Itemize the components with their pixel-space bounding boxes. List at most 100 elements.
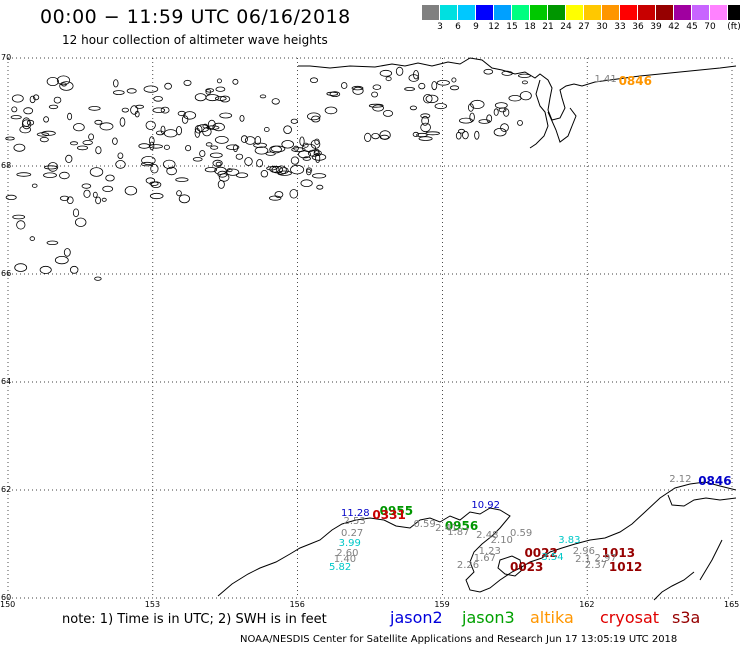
ice-floe (135, 104, 145, 109)
ice-floe (31, 183, 38, 188)
ice-floe (177, 110, 186, 117)
legend-swatch (548, 5, 566, 20)
ice-floe (449, 85, 460, 91)
ice-floe (458, 117, 473, 124)
ice-floe (95, 196, 101, 205)
satellite-name-altika: altika (530, 608, 574, 627)
ice-floe (474, 130, 480, 140)
ice-floe (155, 130, 165, 136)
ice-floe (205, 142, 213, 147)
ice-floe (503, 108, 510, 117)
ice-floe (413, 69, 419, 80)
ice-floe (21, 119, 32, 130)
ice-floe (379, 134, 389, 140)
ice-floe (226, 144, 240, 150)
ice-floe (77, 145, 89, 151)
ice-floe (175, 126, 182, 136)
lon-tick-label: 150 (0, 600, 16, 609)
ice-floe (352, 86, 364, 95)
ice-floe (72, 208, 80, 218)
ice-floe (150, 181, 162, 189)
pass-time-label: 0331 (372, 507, 406, 522)
ice-floe (493, 108, 499, 116)
satellite-name-jason3: jason3 (462, 608, 515, 627)
ice-floe (194, 93, 207, 102)
ice-floe (418, 136, 433, 141)
ice-floe (176, 190, 182, 197)
ice-floe (423, 93, 433, 104)
ice-floe (218, 173, 230, 182)
southern-coastline (217, 481, 737, 597)
wave-height-label: 1.67 (473, 552, 497, 564)
wave-height-label: 2.60 (336, 548, 359, 560)
northern-coastline (298, 57, 737, 121)
ice-floe (455, 131, 462, 140)
ice-floe (99, 122, 114, 131)
ice-floe (371, 91, 379, 98)
ice-floe (219, 95, 231, 103)
ice-floe (83, 189, 91, 198)
lon-tick-label: 159 (434, 600, 450, 609)
ice-floe (149, 141, 155, 151)
legend-label: 15 (506, 22, 518, 32)
ice-floe (302, 142, 309, 148)
legend-swatch (710, 5, 728, 20)
legend-label: 24 (560, 22, 572, 32)
ice-floe (421, 115, 429, 126)
legend-label: 70 (704, 22, 716, 32)
ice-floe (138, 143, 151, 149)
ice-floe (149, 181, 159, 186)
ice-floe (160, 125, 166, 134)
wave-height-label: 2.1 (575, 554, 592, 566)
ice-floe (164, 82, 172, 90)
ice-floe (185, 145, 192, 152)
map-subtitle: 12 hour collection of altimeter wave hei… (62, 33, 328, 47)
ice-floe (152, 107, 166, 113)
ice-floe (409, 105, 417, 111)
color-legend (422, 5, 740, 20)
ice-floe (214, 135, 229, 144)
ice-floe (143, 85, 159, 93)
ice-floe (351, 85, 364, 91)
ice-floe (44, 165, 58, 170)
ice-floe (59, 195, 70, 201)
wave-height-label: 2.41 (435, 523, 458, 535)
ice-floe (69, 265, 79, 274)
legend-label: 45 (686, 22, 698, 32)
legend-label: 36 (632, 22, 644, 32)
ice-floe (416, 132, 428, 138)
ice-floe (22, 117, 31, 127)
ice-floe (425, 94, 439, 104)
ice-floe (315, 153, 321, 163)
pass-time-label: 1013 (601, 546, 636, 561)
ice-floe (404, 87, 416, 91)
wave-height-label: 3.54 (541, 551, 564, 563)
ice-floe (425, 131, 440, 136)
ice-floe (279, 167, 289, 175)
lat-tick-label: 60 (1, 593, 12, 602)
wave-height-label: 11.28 (341, 507, 370, 519)
ice-floe (239, 115, 245, 122)
ice-floe (47, 162, 59, 172)
ice-floe (368, 103, 384, 108)
ice-floe (494, 102, 508, 109)
ice-floe (508, 94, 522, 102)
ice-floe (178, 194, 190, 204)
ice-floe (500, 123, 509, 132)
ice-floe (16, 220, 26, 230)
ice-floe (385, 76, 392, 82)
ice-floe (11, 94, 24, 103)
ice-floe (311, 115, 321, 123)
wave-height-label: 2.97 (594, 552, 617, 564)
ice-floe (48, 104, 59, 110)
ice-floe (70, 141, 79, 146)
ice-floe (235, 153, 244, 160)
ice-floe (74, 217, 87, 228)
legend-swatch (512, 5, 530, 20)
ice-floe (256, 159, 264, 168)
ice-floe (56, 75, 71, 86)
legend-swatch (422, 5, 440, 20)
ice-floe (160, 106, 170, 114)
ice-floe (39, 137, 49, 143)
ice-floe (149, 192, 164, 200)
